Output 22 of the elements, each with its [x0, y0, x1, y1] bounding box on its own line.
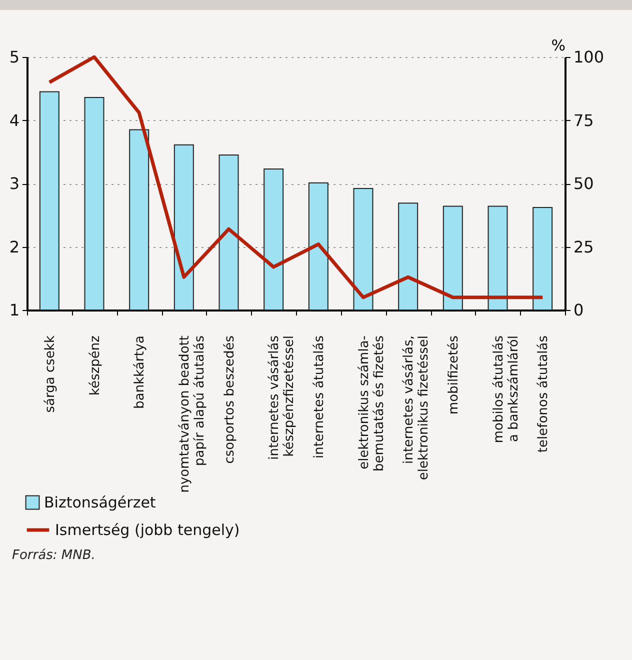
x-tick-label: készpénz — [88, 335, 103, 396]
y2-tick-label: 50 — [574, 174, 594, 193]
x-tick-label: mobilfizetés — [446, 335, 462, 414]
y2-axis-title: % — [551, 36, 566, 54]
y2-tick-label: 75 — [574, 110, 594, 130]
y2-tick-label: 100 — [574, 48, 604, 66]
x-tick-label: csoportos beszedés — [222, 335, 238, 464]
x-tick-label: internetes átutalás — [312, 335, 327, 459]
y2-tick-label: 25 — [574, 237, 594, 256]
y2-tick-label: 0 — [574, 300, 584, 320]
y-tick-label: 3 — [9, 174, 20, 193]
x-tick-label: sárga csekk — [42, 335, 58, 413]
y-tick-label: 2 — [9, 237, 20, 256]
y-tick-label: 5 — [9, 48, 20, 66]
line-series — [48, 55, 544, 300]
text: Forrás: MNB. — [12, 548, 96, 563]
x-tick-label: telefonos átutalás — [536, 335, 552, 453]
y-tick-label: 4 — [9, 110, 20, 130]
legend-label: Biztonságérzet — [44, 494, 156, 512]
x-tick-label: bankkártya — [132, 336, 148, 409]
y-tick-label: 1 — [9, 300, 20, 320]
legend-label: Ismertség (jobb tengely) — [55, 521, 240, 539]
